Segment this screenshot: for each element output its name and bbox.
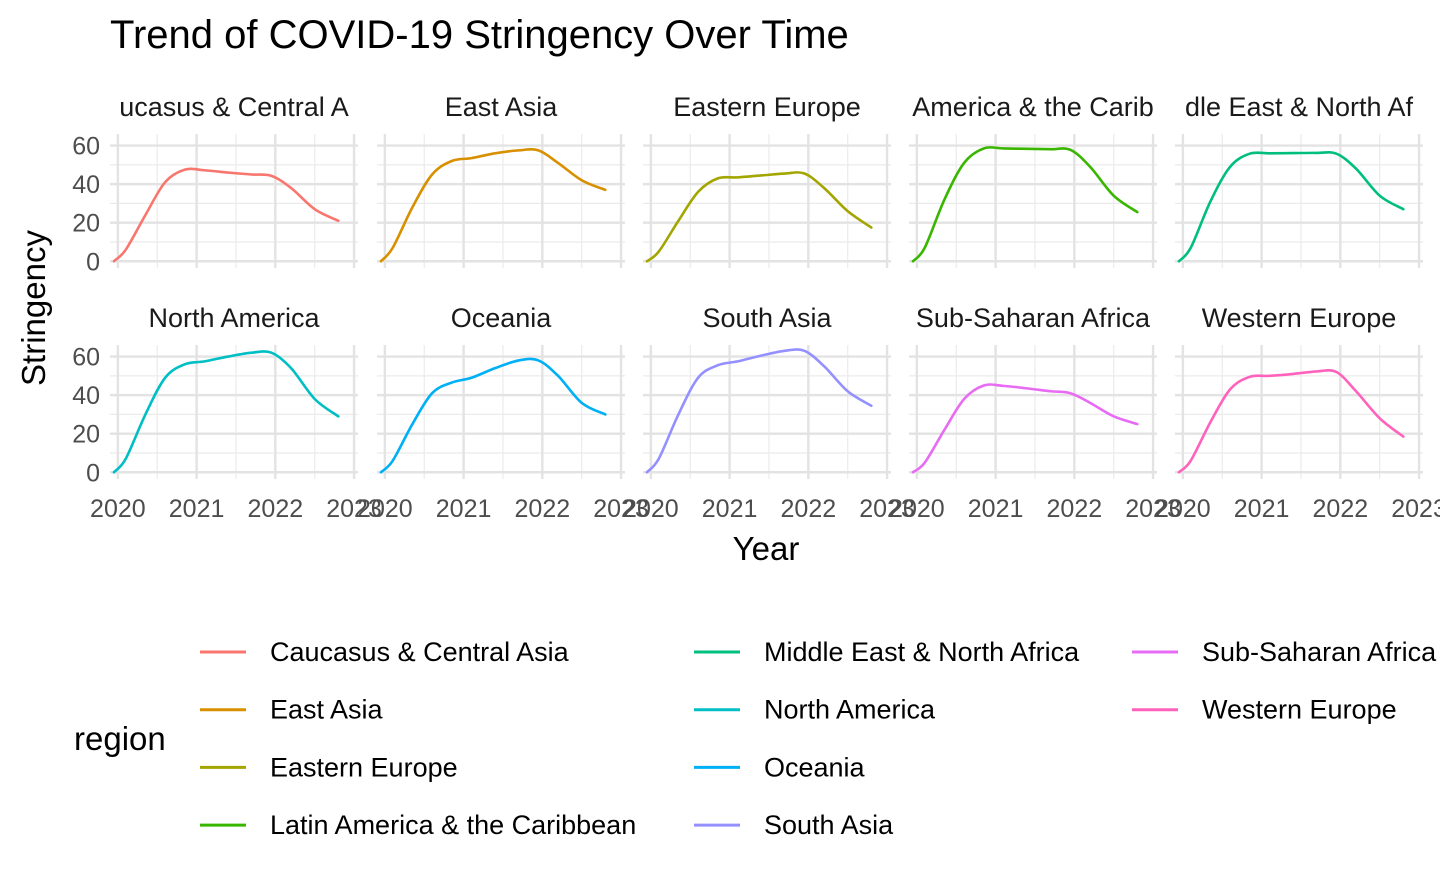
- legend-item: Caucasus & Central Asia: [200, 637, 570, 667]
- facet-strip-label: Sub-Saharan Africa: [916, 303, 1151, 333]
- facet-panel: Oceania 2020 2021 2022 2023: [357, 303, 649, 523]
- series-line: [911, 146, 1139, 263]
- facet-strip-label: dle East & North Af: [1185, 92, 1414, 122]
- x-tick-label: 2022: [781, 495, 837, 523]
- legend-item: Oceania: [694, 752, 866, 782]
- legend-label: Oceania: [764, 752, 866, 782]
- y-axis-title: Stringency: [15, 230, 52, 386]
- y-tick-label: 20: [72, 421, 100, 449]
- x-axis-title: Year: [733, 530, 800, 567]
- series-line: [1177, 150, 1405, 263]
- series-line: [911, 383, 1139, 474]
- legend-label: Middle East & North Africa: [764, 637, 1080, 667]
- series-line: [1177, 368, 1405, 474]
- x-tick-label: 2021: [702, 495, 758, 523]
- y-tick-label: 0: [86, 248, 100, 276]
- legend-item: Sub-Saharan Africa: [1132, 637, 1437, 667]
- x-tick-label: 2023: [1391, 495, 1440, 523]
- facet-strip-label: America & the Carib: [912, 92, 1154, 122]
- facet-panel: Eastern Europe: [643, 92, 891, 268]
- legend-item: North America: [694, 695, 936, 725]
- facet-strip-label: North America: [148, 303, 320, 333]
- x-tick-label: 2020: [623, 495, 679, 523]
- legend-label: Caucasus & Central Asia: [270, 637, 570, 667]
- facet-panel: Western Europe 2020 2021 2022 2023: [1155, 303, 1440, 523]
- legend-item: Western Europe: [1132, 695, 1397, 725]
- x-tick-label: 2021: [169, 495, 225, 523]
- legend-label: Eastern Europe: [270, 752, 458, 782]
- x-tick-label: 2021: [1234, 495, 1290, 523]
- legend-label: Western Europe: [1202, 695, 1397, 725]
- legend-label: Sub-Saharan Africa: [1202, 637, 1437, 667]
- facet-panel: South Asia 2020 2021 2022 2023: [623, 303, 915, 523]
- series-line: [379, 357, 607, 474]
- x-tick-label: 2022: [248, 495, 304, 523]
- facet-panel: ucasus & Central A 0 20 40 60: [72, 92, 358, 276]
- legend-item: Middle East & North Africa: [694, 637, 1080, 667]
- facet-panels: ucasus & Central A 0 20 40 60 East Asia Easter…: [72, 92, 1440, 523]
- x-tick-label: 2020: [1155, 495, 1211, 523]
- legend-item: South Asia: [694, 810, 894, 840]
- facet-strip-label: East Asia: [445, 92, 559, 122]
- x-tick-label: 2023: [593, 495, 649, 523]
- facet-panel: dle East & North Af: [1175, 92, 1423, 268]
- y-tick-label: 0: [86, 459, 100, 487]
- legend-label: South Asia: [764, 810, 894, 840]
- series-line: [112, 167, 340, 263]
- x-tick-label: 2022: [1047, 495, 1103, 523]
- legend-label: East Asia: [270, 695, 384, 725]
- facet-panel: North America 0 20 40 60 2020 2021 2022 2023: [72, 303, 382, 523]
- x-tick-label: 2023: [326, 495, 382, 523]
- x-tick-label: 2020: [889, 495, 945, 523]
- y-tick-label: 40: [72, 171, 100, 199]
- y-tick-label: 60: [72, 133, 100, 161]
- legend-item: Eastern Europe: [200, 752, 458, 782]
- facet-strip-label: South Asia: [702, 303, 832, 333]
- x-tick-label: 2022: [515, 495, 571, 523]
- facet-strip-label: Western Europe: [1202, 303, 1397, 333]
- chart-title: Trend of COVID-19 Stringency Over Time: [110, 13, 849, 57]
- series-line: [112, 350, 340, 474]
- legend-title: region: [74, 720, 166, 757]
- facet-panel: East Asia: [377, 92, 625, 268]
- y-tick-label: 60: [72, 344, 100, 372]
- facet-strip-label: Eastern Europe: [673, 92, 861, 122]
- legend-item: East Asia: [200, 695, 384, 725]
- legend: Caucasus & Central Asia East Asia Eastern …: [200, 637, 1437, 840]
- legend-label: North America: [764, 695, 936, 725]
- facet-strip-label: Oceania: [451, 303, 553, 333]
- x-tick-label: 2021: [968, 495, 1024, 523]
- series-line: [645, 171, 873, 263]
- x-tick-label: 2020: [357, 495, 413, 523]
- series-line: [645, 348, 873, 474]
- facet-strip-label: ucasus & Central A: [119, 92, 349, 122]
- x-tick-label: 2023: [1125, 495, 1181, 523]
- x-tick-label: 2022: [1313, 495, 1369, 523]
- facet-panel: Sub-Saharan Africa 2020 2021 2022 2023: [889, 303, 1181, 523]
- x-tick-label: 2023: [859, 495, 915, 523]
- facet-panel: America & the Carib: [909, 92, 1157, 268]
- y-tick-label: 20: [72, 210, 100, 238]
- y-tick-label: 40: [72, 382, 100, 410]
- x-tick-label: 2020: [90, 495, 146, 523]
- x-tick-label: 2021: [436, 495, 492, 523]
- series-line: [379, 148, 607, 263]
- legend-item: Latin America & the Caribbean: [200, 810, 636, 840]
- legend-label: Latin America & the Caribbean: [270, 810, 636, 840]
